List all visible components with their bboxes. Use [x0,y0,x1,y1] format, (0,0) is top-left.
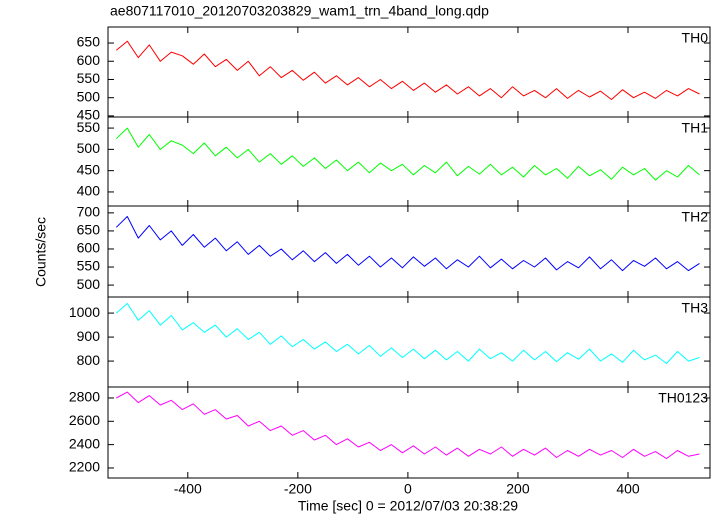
y-tick-label: 450 [77,161,101,177]
y-tick-label: 1000 [69,304,100,320]
x-tick-label: 0 [404,481,412,497]
y-tick-label: 550 [77,258,101,274]
y-tick-label: 450 [77,107,101,123]
panel-label: TH0123 [658,390,708,406]
panel-label: TH1 [682,120,709,136]
y-tick-label: 600 [77,52,101,68]
panel-frame [107,116,711,207]
panel-frame [107,205,711,298]
x-tick-label: 400 [616,481,640,497]
y-tick-label: 650 [77,34,101,50]
y-tick-label: 600 [77,240,101,256]
series-line [115,127,700,181]
panel-frame [107,26,711,118]
series-line [115,216,700,272]
y-tick-label: 800 [77,352,101,368]
x-tick-label: -200 [284,481,312,497]
y-tick-label: 500 [77,88,101,104]
y-axis-label: Counts/sec [33,217,49,287]
panel-label: TH2 [682,209,709,225]
y-tick-label: 400 [77,183,101,199]
series-line [115,303,700,364]
y-tick-label: 900 [77,328,101,344]
y-tick-label: 2400 [69,435,100,451]
x-tick-label: -400 [174,481,202,497]
y-tick-label: 500 [77,140,101,156]
panel-label: TH3 [682,300,709,316]
panel-frame [107,296,711,388]
y-tick-label: 2800 [69,389,100,405]
y-tick-label: 550 [77,119,101,135]
series-line [115,40,700,100]
y-tick-label: 500 [77,276,101,292]
y-tick-label: 700 [77,204,101,220]
y-tick-label: 550 [77,70,101,86]
y-tick-label: 2200 [69,459,100,475]
x-tick-label: 200 [506,481,530,497]
y-tick-label: 2600 [69,412,100,428]
x-axis-label: Time [sec] 0 = 2012/07/03 20:38:29 [298,498,518,514]
y-tick-label: 650 [77,222,101,238]
series-line [116,391,700,460]
panel-frame [107,386,711,479]
panel-label: TH0 [682,30,709,46]
chart-title: ae807117010_20120703203829_wam1_trn_4ban… [110,3,489,19]
